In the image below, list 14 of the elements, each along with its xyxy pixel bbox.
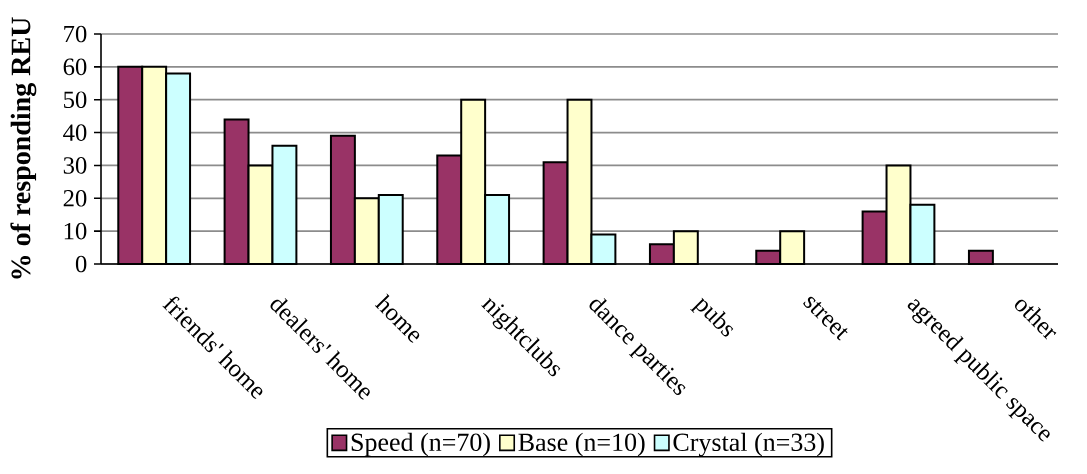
y-tick-label: 70 xyxy=(64,25,87,43)
y-tick-label: 20 xyxy=(63,189,87,207)
legend-label: Speed (n=70) xyxy=(351,432,490,457)
y-tick-label: 30 xyxy=(63,157,87,174)
y-tick-label: 10 xyxy=(64,222,87,240)
y-axis-title: % of responding REU xyxy=(10,17,37,279)
x-tick-label: pubs xyxy=(690,297,734,337)
x-tick-label: other xyxy=(1015,299,1057,340)
legend-label: Crystal (n=33) xyxy=(673,432,824,457)
legend-label: Base (n=10) xyxy=(518,432,645,457)
y-tick-label: 60 xyxy=(63,58,87,76)
y-tick-label: 40 xyxy=(63,124,87,141)
y-tick-label: 0 xyxy=(75,255,87,273)
y-tick-label: 50 xyxy=(64,91,87,109)
